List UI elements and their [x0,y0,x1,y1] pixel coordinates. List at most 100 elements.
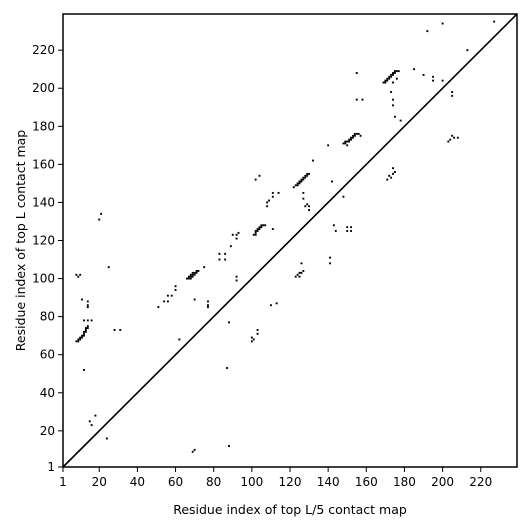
contact-point [493,20,496,23]
contact-point [252,233,255,236]
contact-point [346,144,349,147]
contact-point [113,329,116,331]
contact-point [390,91,393,93]
contact-point [83,330,85,333]
contact-point [311,159,314,162]
contact-point [348,138,351,141]
contact-point [355,132,358,135]
contact-point [342,195,345,198]
contact-point [83,332,85,335]
contact-point [327,144,330,147]
x-axis-label: Residue index of top L/5 contact map [173,502,407,517]
y-tick-label: 80 [40,310,55,324]
contact-point [252,338,255,341]
contact-point [395,70,398,73]
contact-point [355,72,358,74]
contact-point [384,81,387,84]
contact-point [304,205,307,208]
contact-point [170,294,173,297]
contact-point [294,275,297,278]
contact-point [254,230,257,232]
x-tick-label: 200 [431,475,454,489]
contact-point [228,321,230,324]
contact-point [275,302,278,305]
contact-point [191,271,194,274]
contact-point [86,300,89,303]
contact-point [392,98,394,101]
contact-point [296,184,299,187]
y-tick-label: 160 [32,157,55,171]
contact-point [308,205,311,208]
contact-point [191,275,194,278]
contact-point [451,91,454,93]
contact-point [392,72,394,74]
contact-point [361,98,364,101]
contact-point [344,142,347,145]
y-tick-label: 1 [47,460,55,474]
contact-point [302,191,305,194]
contact-point [195,270,198,272]
contact-point [432,79,435,82]
contact-point [344,140,347,143]
contact-point [300,180,303,183]
contact-point [166,294,169,297]
contact-point [84,327,87,329]
contact-point [187,277,190,280]
x-tick-label: 20 [92,475,107,489]
contact-point [189,277,192,280]
contact-point [256,329,259,331]
contact-point [81,298,84,301]
contact-point [100,212,103,215]
contact-point [393,115,396,118]
contact-point [348,140,351,143]
x-tick-label: 120 [279,475,302,489]
contact-point [79,273,82,276]
contact-point [166,300,169,303]
contact-point [258,174,261,177]
contact-point [350,138,352,141]
contact-point [451,134,454,137]
contact-point [207,306,209,309]
contact-point [392,172,394,175]
contact-point [262,224,265,227]
y-tick-label: 20 [40,424,55,438]
contact-point [294,184,297,187]
contact-point [187,275,190,278]
contact-point [342,142,345,145]
contact-point [392,167,394,170]
contact-point [256,332,259,335]
contact-point [237,231,240,234]
contact-point [271,191,274,194]
contact-point [90,424,93,427]
contact-point [346,230,349,232]
contact-point [98,218,101,221]
contact-point [432,75,435,78]
x-tick-label: 160 [355,475,378,489]
contact-point [189,275,192,278]
y-tick-label: 140 [32,195,55,209]
contact-point [386,77,389,80]
contact-point [302,176,305,179]
y-tick-label: 40 [40,386,55,400]
contact-point [174,285,177,288]
contact-point [296,273,299,276]
x-tick-label: 60 [168,475,183,489]
contact-point [86,306,89,309]
contact-point [386,79,389,82]
contact-point [83,319,85,322]
contact-point [81,334,84,337]
contact-point [451,94,454,97]
y-tick-label: 120 [32,234,55,248]
contact-point [195,271,198,274]
contact-point [163,300,166,303]
contact-point [254,178,257,181]
contact-point [395,77,398,80]
contact-point [228,445,230,448]
contact-point [353,134,356,137]
contact-point [79,338,82,341]
contact-point [207,304,209,307]
contact-point [229,245,232,248]
contact-point [334,230,337,232]
contact-point [77,340,80,343]
diagonal-line [62,13,518,468]
